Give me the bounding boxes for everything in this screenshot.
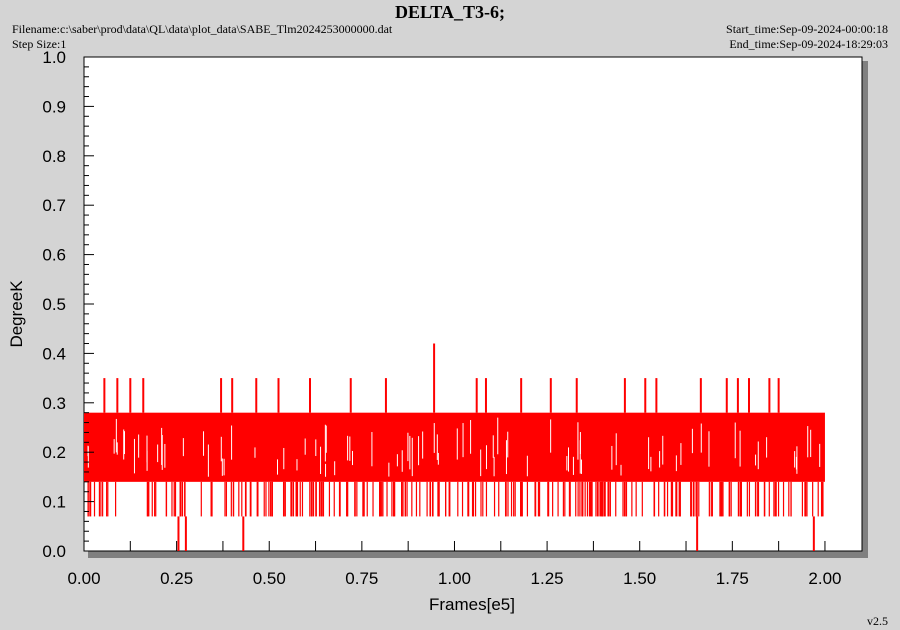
x-tick-label: 1.25 (531, 569, 564, 588)
y-tick-label: 0.1 (42, 493, 66, 512)
y-axis-label: DegreeK (7, 280, 26, 348)
x-tick-label: 0.00 (67, 569, 100, 588)
x-tick-label: 0.75 (345, 569, 378, 588)
y-tick-label: 0.6 (42, 246, 66, 265)
start-time-label: Start_time:Sep-09-2024-00:00:18 (726, 22, 888, 36)
y-tick-label: 0.7 (42, 196, 66, 215)
y-tick-label: 0.5 (42, 295, 66, 314)
signal-band (84, 412, 825, 482)
x-tick-label: 1.50 (623, 569, 656, 588)
y-tick-label: 0.4 (42, 344, 66, 363)
x-tick-label: 0.25 (160, 569, 193, 588)
filename-label: Filename:c:\saber\prod\data\QL\data\plot… (12, 22, 393, 36)
signal-lines (87, 343, 824, 551)
x-axis-label: Frames[e5] (429, 595, 515, 614)
step-size-label: Step Size:1 (12, 37, 67, 51)
signal-band-fill (84, 412, 825, 482)
y-axis-ticks: 0.0 0.1 0.2 0.3 0.4 0.5 0.6 0.7 0.8 0.9 1.0 (42, 48, 94, 561)
x-tick-label: 0.50 (253, 569, 286, 588)
y-tick-label: 0.0 (42, 542, 66, 561)
version-label: v2.5 (867, 614, 888, 628)
y-tick-label: 1.0 (42, 48, 66, 67)
x-tick-label: 1.75 (716, 569, 749, 588)
y-tick-label: 0.2 (42, 443, 66, 462)
x-tick-label: 1.00 (438, 569, 471, 588)
x-tick-label: 2.00 (808, 569, 841, 588)
x-axis-ticks: 0.00 0.25 0.50 0.75 1.00 1.25 1.50 1.75 2.00 (67, 541, 841, 588)
end-time-label: End_time:Sep-09-2024-18:29:03 (729, 37, 888, 51)
chart-title: DELTA_T3-6; (394, 2, 506, 22)
y-tick-label: 0.9 (42, 97, 66, 116)
y-tick-label: 0.3 (42, 394, 66, 413)
y-tick-label: 0.8 (42, 147, 66, 166)
